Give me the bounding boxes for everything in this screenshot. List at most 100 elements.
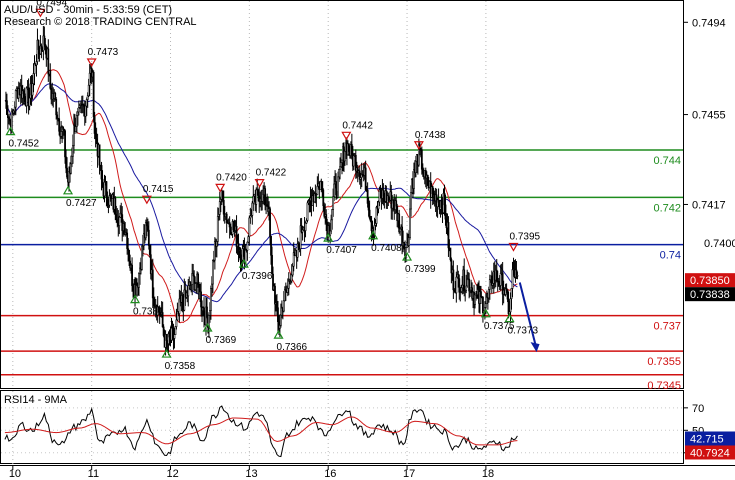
candle-body	[426, 175, 429, 186]
time-tick-label: 16	[324, 468, 336, 480]
candle-body	[88, 72, 91, 86]
candle-body	[87, 84, 90, 97]
candle-body	[145, 221, 148, 227]
candle-body	[148, 245, 151, 255]
candle-body	[409, 208, 411, 238]
candle-body	[457, 274, 460, 279]
time-tick-label: 12	[167, 468, 179, 480]
candle-body	[330, 219, 333, 232]
candle-body	[319, 181, 322, 190]
candle-body	[325, 214, 328, 223]
candle-body	[257, 189, 260, 197]
forecast-arrow-head	[530, 342, 540, 353]
candle-body	[10, 110, 13, 131]
candle-body	[222, 200, 225, 215]
candle-body	[126, 232, 129, 249]
price-tag-label: 0.73838	[690, 289, 730, 301]
price-axis-label: 0.7455	[692, 110, 726, 122]
candle-body	[77, 107, 80, 113]
peak-label: 0.7438	[415, 130, 446, 141]
trough-label: 0.7381	[133, 307, 164, 318]
candle-body	[487, 288, 490, 299]
slow-moving-average-line	[4, 83, 518, 303]
candle-body	[291, 265, 294, 276]
rsi-tag-box	[685, 431, 735, 446]
candle-body	[366, 189, 369, 204]
price-tag-box	[685, 287, 735, 302]
candle-body	[465, 285, 468, 291]
candle-body	[76, 111, 79, 116]
candle-body	[304, 222, 307, 231]
candle-body	[497, 281, 500, 286]
peak-label: 0.7415	[143, 184, 174, 195]
trough-marker	[273, 329, 284, 339]
candle-body	[95, 138, 98, 144]
trough-label: 0.7452	[8, 139, 39, 150]
candle-body	[510, 288, 513, 299]
candle-body	[329, 230, 332, 236]
time-tick-label: 10	[9, 468, 21, 480]
forecast-arrow-line	[518, 282, 537, 346]
candle-body	[344, 150, 346, 162]
level-label-support: 0.737	[653, 321, 681, 333]
candle-body	[444, 204, 447, 220]
candle-body	[6, 114, 9, 118]
candle-body	[509, 298, 512, 313]
candle-body	[350, 144, 353, 155]
forecast-arrow	[518, 282, 540, 353]
candle-body	[73, 124, 75, 146]
candle-body	[194, 283, 197, 291]
candle-body	[306, 202, 309, 221]
candle-body	[495, 269, 498, 282]
peak-label: 0.7494	[36, 0, 67, 8]
candle-body	[305, 220, 308, 224]
candle-body	[282, 300, 285, 312]
candle-body	[219, 199, 222, 202]
price-axis: 0.7494 0.7455 0.7417	[683, 17, 726, 211]
candle-body	[437, 199, 440, 203]
candle-body	[225, 213, 228, 224]
rsi-panel-label: RSI14 - 9MA	[4, 394, 68, 406]
rsi-plot-frame	[0, 390, 684, 464]
candle-body	[58, 118, 61, 132]
candle-body	[165, 333, 168, 341]
trough-marker	[130, 294, 141, 304]
candle-body	[197, 273, 200, 285]
candle-body	[37, 39, 40, 50]
candle-body	[229, 226, 232, 235]
candle-body	[71, 155, 73, 165]
candle-body	[292, 252, 295, 267]
trough-marker	[323, 232, 334, 242]
candle-body	[277, 307, 279, 322]
candle-body	[276, 302, 278, 309]
price-axis-label: 0.7494	[692, 17, 726, 29]
candle-body	[64, 130, 66, 158]
candle-body	[297, 243, 300, 248]
candle-body	[333, 183, 336, 197]
rsi-tag-box	[685, 445, 735, 460]
candle-body	[415, 160, 417, 173]
candle-body	[25, 87, 28, 107]
candle-body	[75, 115, 78, 127]
time-tick-label: 18	[482, 468, 494, 480]
candle-body	[70, 163, 72, 174]
candle-body	[367, 203, 370, 211]
candle-body	[13, 106, 16, 112]
candle-body	[516, 275, 519, 277]
candle-body	[331, 209, 334, 221]
candle-body	[65, 156, 67, 169]
candle-body	[75, 126, 77, 133]
candle-body	[337, 176, 339, 198]
candle-body	[246, 241, 249, 251]
candle-body	[271, 254, 273, 275]
peak-marker	[341, 131, 352, 141]
candle-body	[191, 273, 194, 285]
candle-body	[398, 213, 401, 233]
trough-label: 0.7396	[242, 271, 273, 282]
candle-body	[138, 273, 140, 288]
candle-body	[315, 194, 318, 196]
candle-body	[382, 189, 385, 197]
trough-marker	[238, 258, 249, 268]
candle-body	[290, 274, 293, 282]
candle-body	[127, 248, 130, 251]
